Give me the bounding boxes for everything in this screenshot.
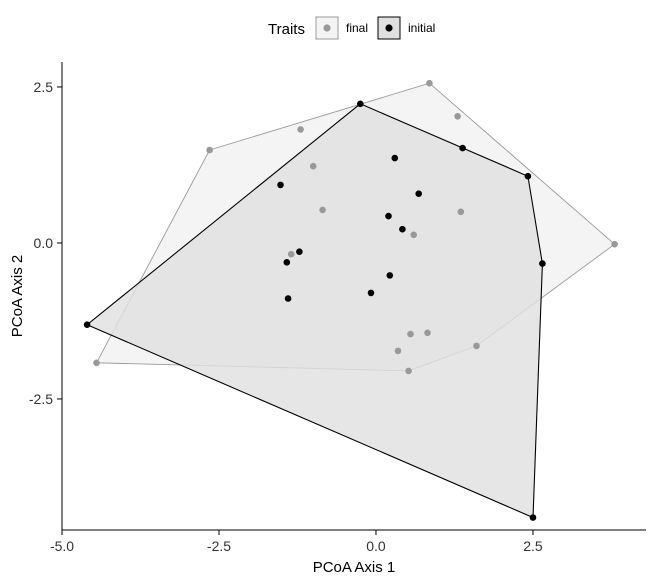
y-tick-label: 0.0 [34,235,54,251]
hull-initial [86,103,543,519]
point-final-11 [424,329,431,337]
point-initial-9 [283,259,291,266]
legend-marker-final [323,24,331,32]
point-final-10 [407,330,414,338]
point-initial-1 [459,144,466,152]
data-points [83,79,618,521]
point-final-3 [206,146,213,154]
point-initial-0 [357,100,364,108]
point-final-6 [457,208,465,216]
point-initial-2 [391,154,399,162]
point-initial-14 [83,321,91,329]
point-final-8 [287,250,295,258]
point-initial-4 [277,181,284,189]
point-final-4 [309,162,317,170]
x-tick-label: 0.0 [366,538,386,554]
point-final-14 [405,367,412,375]
point-initial-15 [529,514,537,521]
point-initial-12 [367,289,375,297]
point-final-13 [394,347,402,355]
point-final-7 [410,231,418,239]
x-tick-label: -5.0 [50,538,74,554]
y-tick-label: -2.5 [29,391,53,407]
point-initial-11 [386,272,394,279]
point-final-0 [426,79,433,87]
legend-marker-initial [385,24,393,32]
x-axis-ticks: -5.0 -2.5 0.0 2.5 [50,530,543,554]
point-final-2 [297,126,304,133]
point-initial-3 [524,172,532,180]
y-axis-ticks: 2.5 0.0 -2.5 [29,79,62,407]
point-final-1 [454,113,461,120]
legend: Traits final initial [268,16,435,40]
x-tick-label: -2.5 [207,538,231,554]
point-initial-7 [399,225,406,233]
point-initial-6 [385,212,392,220]
y-axis-title: PCoA Axis 2 [9,255,26,338]
point-final-12 [473,342,480,350]
point-initial-8 [296,248,303,255]
point-initial-13 [284,295,292,302]
point-initial-5 [415,190,423,197]
point-initial-10 [539,260,546,267]
point-final-5 [319,206,326,214]
axes: -5.0 -2.5 0.0 2.5 2.5 0.0 -2.5 [29,62,646,554]
convex-hulls [86,82,616,519]
x-axis-title: PCoA Axis 1 [313,559,396,576]
legend-title: Traits [268,21,305,38]
point-final-15 [93,359,100,367]
y-tick-label: 2.5 [34,79,54,95]
point-final-9 [611,240,618,248]
legend-label-final: final [346,21,368,35]
x-tick-label: 2.5 [523,538,543,554]
legend-label-initial: initial [408,21,435,35]
